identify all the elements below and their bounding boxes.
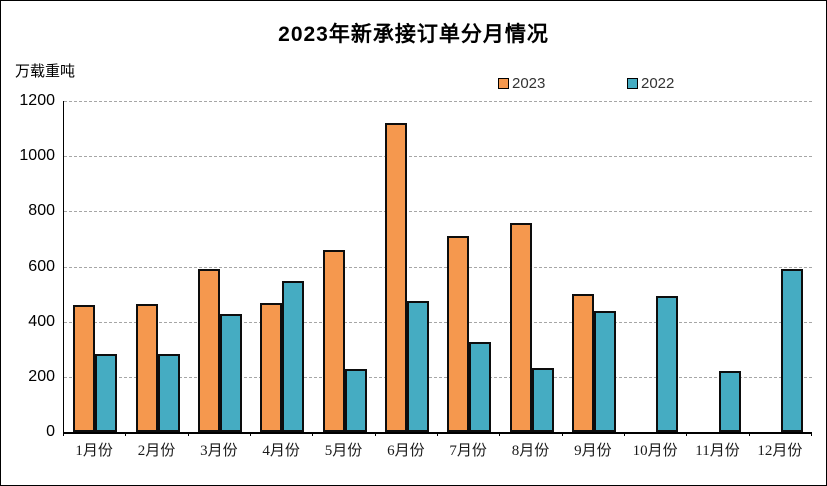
gridline-y-800	[64, 211, 812, 213]
gridline-y-200	[64, 376, 812, 378]
xtick-label-6: 6月份	[387, 443, 425, 459]
bar-2022-10月份	[656, 296, 679, 432]
xtick-mark-6	[437, 432, 438, 436]
bar-2022-1月份	[95, 353, 118, 432]
legend-label-2022: 2022	[641, 74, 675, 92]
ytick-label-1000: 1000	[19, 147, 55, 165]
xtick-mark-10	[686, 432, 688, 436]
ytick-label-1200: 1200	[19, 92, 55, 109]
bar-2022-4月份	[282, 281, 305, 432]
xtick-label-7: 7月份	[449, 443, 487, 459]
bar-2023-7月份	[447, 236, 470, 432]
xtick-mark-12	[811, 432, 812, 436]
ytick-label-0: 0	[46, 423, 55, 440]
xtick-label-11: 11月份	[695, 443, 740, 459]
xtick-mark-4	[312, 432, 314, 436]
xtick-label-3: 3月份	[200, 443, 238, 459]
xtick-mark-9	[624, 432, 625, 436]
bar-2022-12月份	[780, 268, 803, 432]
xtick-label-9: 9月份	[574, 443, 612, 459]
xtick-mark-8	[561, 432, 563, 436]
chart-title: 2023年新承接订单分月情况	[278, 23, 549, 46]
legend: 2023 2022	[1, 73, 826, 93]
bar-2022-5月份	[344, 369, 367, 432]
xtick-label-5: 5月份	[324, 443, 363, 459]
xtick-label-4: 4月份	[262, 443, 300, 459]
bar-2022-2月份	[157, 353, 180, 432]
bar-2023-4月份	[260, 303, 283, 432]
bar-2022-11月份	[718, 371, 741, 432]
gridline-y-1200	[64, 101, 812, 102]
xtick-label-12: 12月份	[757, 443, 803, 459]
xtick-label-8: 8月份	[511, 443, 550, 459]
ytick-label-600: 600	[28, 257, 55, 275]
bar-2023-6月份	[384, 122, 407, 432]
bar-2022-9月份	[593, 310, 616, 432]
xtick-label-2: 2月份	[137, 443, 176, 459]
bar-2023-2月份	[135, 304, 158, 432]
gridline-y-400	[64, 321, 812, 323]
bar-2023-1月份	[73, 305, 96, 432]
xtick-mark-0	[63, 432, 64, 436]
bar-2023-3月份	[197, 268, 220, 432]
bar-2023-8月份	[509, 223, 532, 432]
legend-swatch-2023	[498, 77, 509, 89]
ytick-label-800: 800	[28, 202, 55, 220]
xtick-label-10: 10月份	[632, 443, 678, 459]
bar-2022-3月份	[219, 314, 242, 432]
legend-item-2023: 2023	[498, 73, 545, 93]
bar-2023-9月份	[571, 293, 594, 432]
xtick-mark-3	[250, 432, 251, 436]
xtick-mark-2	[187, 432, 189, 436]
bar-2022-7月份	[469, 341, 492, 432]
plot-area	[63, 101, 812, 434]
gridline-y-600	[64, 266, 812, 268]
gridline-y-1000	[64, 156, 812, 158]
legend-label-2023: 2023	[512, 74, 546, 92]
xtick-mark-5	[374, 432, 376, 436]
y-axis-unit-label: 万载重吨	[15, 63, 76, 80]
legend-swatch-2022	[627, 77, 638, 89]
xtick-mark-7	[499, 432, 501, 436]
xtick-label-1: 1月份	[75, 443, 113, 459]
ytick-label-400: 400	[28, 312, 55, 330]
bar-2023-5月份	[322, 250, 345, 432]
xtick-mark-11	[748, 432, 750, 436]
bar-2022-8月份	[531, 368, 554, 432]
xtick-mark-1	[125, 432, 127, 436]
legend-item-2022: 2022	[627, 73, 674, 93]
ytick-label-200: 200	[28, 367, 55, 385]
bar-2022-6月份	[406, 300, 429, 432]
